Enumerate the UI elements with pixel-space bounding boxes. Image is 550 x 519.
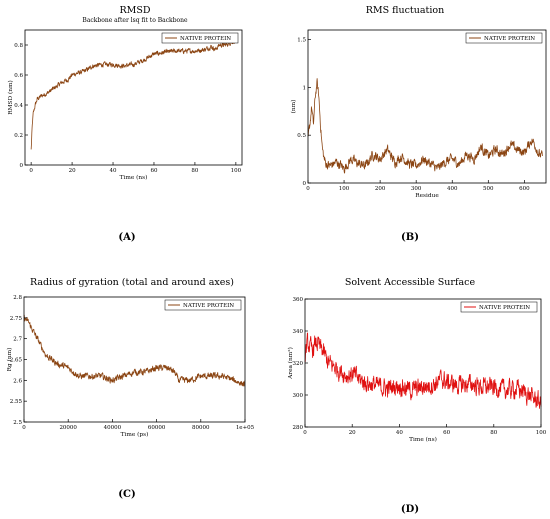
chart-c: Radius of gyration (total and around axe… <box>6 277 255 500</box>
legend-label: NATIVE PROTEIN <box>479 305 530 311</box>
y-axis-label: (nm) <box>290 100 297 114</box>
series-line-1 <box>304 332 542 409</box>
panel-label: (B) <box>401 232 419 243</box>
y-tick-label: 0.6 <box>14 73 23 79</box>
y-tick-label: 2.75 <box>10 316 23 322</box>
x-tick-label: 0 <box>22 425 26 431</box>
x-tick-label: 40 <box>396 430 403 436</box>
y-tick-label: 360 <box>293 297 304 303</box>
x-tick-label: 60 <box>150 168 157 174</box>
y-tick-label: 2.8 <box>13 295 22 301</box>
x-tick-label: 0 <box>303 430 307 436</box>
x-tick-label: 80 <box>490 430 497 436</box>
x-tick-label: 40000 <box>104 425 122 431</box>
chart-b: RMS fluctuation 0 100 200 300 400 500 600 0 0.5 1 1… <box>290 5 547 243</box>
x-tick-label: 20 <box>69 168 76 174</box>
y-tick-label: 2.5 <box>13 420 22 426</box>
y-axis-label: Rg (nm) <box>6 348 13 372</box>
legend-box <box>460 301 538 313</box>
x-tick-label: 80000 <box>192 425 210 431</box>
legend: NATIVE PROTEIN <box>164 299 242 311</box>
y-axis-label: RMSD (nm) <box>7 80 14 115</box>
y-tick-label: 2.6 <box>13 378 22 384</box>
plot-frame <box>24 29 243 166</box>
x-tick-label: 20000 <box>59 425 77 431</box>
y-axis-label: Area (nm²) <box>287 347 294 380</box>
chart-subtitle: Backbone after lsq fit to Backbone <box>82 17 188 24</box>
x-tick-label: 80 <box>191 168 198 174</box>
chart-title: RMS fluctuation <box>366 5 444 16</box>
y-tick-label: 1 <box>303 85 307 91</box>
x-tick-label: 600 <box>519 186 530 192</box>
legend: NATIVE PROTEIN <box>161 32 239 44</box>
legend-box <box>465 32 543 44</box>
plot-frame <box>307 29 547 184</box>
legend: NATIVE PROTEIN <box>460 301 538 313</box>
y-tick-label: 300 <box>293 393 304 399</box>
y-tick-label: 2.55 <box>10 399 23 405</box>
x-tick-label: 100 <box>231 168 242 174</box>
x-tick-label: 300 <box>411 186 422 192</box>
y-tick-label: 1.5 <box>297 38 306 44</box>
legend-label: NATIVE PROTEIN <box>180 36 231 42</box>
panel-label: (C) <box>118 489 135 500</box>
x-axis-label: Residue <box>415 193 439 199</box>
x-tick-label: 100 <box>536 430 547 436</box>
series-line-1 <box>30 37 237 150</box>
chart-d: Solvent Accessible Surface 0 20 40 60 80 100 28… <box>287 277 547 515</box>
chart-title: RMSD <box>119 5 150 16</box>
y-tick-label: 280 <box>293 425 304 431</box>
x-tick-label: 60 <box>443 430 450 436</box>
x-tick-label: 0 <box>29 168 33 174</box>
x-axis-label: Time (ns) <box>120 174 148 181</box>
y-tick-label: 2.7 <box>13 337 22 343</box>
legend-label: NATIVE PROTEIN <box>183 303 234 309</box>
y-tick-label: 340 <box>293 329 304 335</box>
legend: NATIVE PROTEIN <box>465 32 543 44</box>
plot-frame <box>304 298 542 428</box>
x-tick-label: 60000 <box>148 425 166 431</box>
x-axis-label: Time (ps) <box>121 431 149 438</box>
panel-label: (A) <box>118 232 135 243</box>
legend-box <box>161 32 239 44</box>
y-tick-label: 0 <box>303 181 307 187</box>
x-axis-label: Time (ns) <box>409 436 437 443</box>
y-tick-label: 0.5 <box>297 133 306 139</box>
x-tick-label: 1e+05 <box>236 425 255 431</box>
x-tick-label: 40 <box>110 168 117 174</box>
x-tick-label: 0 <box>306 186 310 192</box>
series-line-1 <box>23 314 246 387</box>
x-tick-label: 500 <box>483 186 494 192</box>
plot-frame <box>23 296 246 423</box>
x-tick-label: 20 <box>349 430 356 436</box>
chart-title: Solvent Accessible Surface <box>345 277 476 288</box>
panel-label: (D) <box>401 504 419 515</box>
legend-box <box>164 299 242 311</box>
y-tick-label: 2.65 <box>10 358 23 364</box>
x-tick-label: 400 <box>447 186 458 192</box>
y-tick-label: 320 <box>293 361 304 367</box>
y-tick-label: 0.2 <box>14 133 23 139</box>
x-tick-label: 200 <box>375 186 386 192</box>
y-tick-label: 0.8 <box>14 43 23 49</box>
x-tick-label: 100 <box>339 186 350 192</box>
y-tick-label: 0.4 <box>14 103 23 109</box>
legend-label: NATIVE PROTEIN <box>484 36 535 42</box>
chart-title: Radius of gyration (total and around axe… <box>30 277 234 288</box>
series-line-1 <box>307 78 543 174</box>
y-tick-label: 0 <box>20 163 24 169</box>
